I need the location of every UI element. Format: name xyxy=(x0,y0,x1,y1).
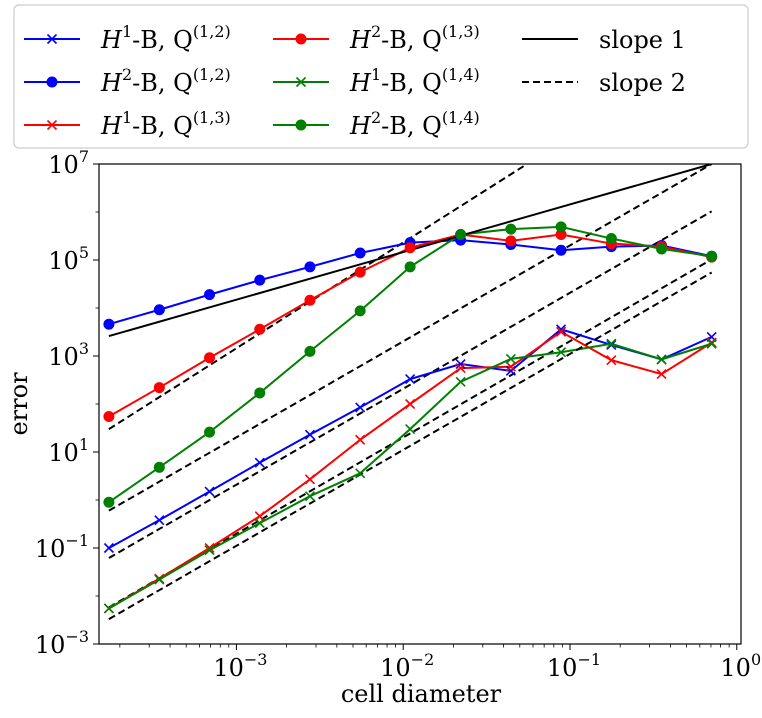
series-1-point-5 xyxy=(304,429,316,440)
series-6-point-13 xyxy=(706,250,718,262)
series-2-point-10 xyxy=(555,244,567,256)
series-1-point-1 xyxy=(103,542,114,554)
series-line-8 xyxy=(108,271,713,620)
series-5-point-3 xyxy=(204,545,215,556)
series-line-5 xyxy=(108,342,712,610)
series-3-point-5 xyxy=(304,474,316,485)
series-6-point-2 xyxy=(153,461,165,473)
series-3-point-12 xyxy=(656,369,667,380)
series-6-point-4 xyxy=(254,387,266,399)
series-4-point-4 xyxy=(254,323,266,335)
legend-label-3: H1-B, Q(1,3) xyxy=(100,108,231,140)
series-4-point-7 xyxy=(404,242,416,254)
y-tick-label-3: 101 xyxy=(48,435,89,467)
series-2-point-5 xyxy=(304,261,316,273)
x-tick-label-2: 10−2 xyxy=(380,650,434,682)
legend-label-4: H2-B, Q(1,3) xyxy=(349,22,480,54)
y-tick-label-4: 103 xyxy=(48,339,89,371)
axis-ticks: 10−3 10−2 10−1 100 10−3 10−1 101 103 105 107 xyxy=(35,147,761,682)
legend-label-8: slope 2 xyxy=(599,69,686,97)
series-1-point-9 xyxy=(505,365,516,376)
series-1-point-2 xyxy=(154,515,165,526)
series-5-point-1 xyxy=(103,603,114,614)
x-tick-label-4: 100 xyxy=(720,650,761,682)
series-lines xyxy=(108,164,713,620)
series-5-point-2 xyxy=(154,574,165,585)
y-tick-label-2: 10−1 xyxy=(35,531,89,563)
series-5-point-13 xyxy=(706,338,717,349)
series-6-point-6 xyxy=(354,305,366,317)
series-5-point-5 xyxy=(304,491,316,502)
series-6-point-5 xyxy=(304,345,316,357)
x-axis-label: cell diameter xyxy=(341,680,502,708)
y-tick-label-1: 10−3 xyxy=(35,627,89,659)
series-markers xyxy=(103,221,718,614)
series-5-point-10 xyxy=(555,347,567,358)
series-5-point-6 xyxy=(355,468,366,479)
series-3-point-6 xyxy=(355,434,366,445)
series-5-point-11 xyxy=(606,338,617,349)
series-6-point-8 xyxy=(455,228,467,240)
legend-marker-2 xyxy=(46,76,58,88)
series-5-point-12 xyxy=(656,354,667,365)
series-4-point-2 xyxy=(153,382,165,394)
series-4-point-6 xyxy=(354,266,366,278)
x-tick-label-1: 10−3 xyxy=(213,650,267,682)
series-3-point-7 xyxy=(405,398,416,410)
series-3-point-9 xyxy=(505,361,516,372)
series-6-point-11 xyxy=(605,233,617,245)
series-4-point-5 xyxy=(304,294,316,306)
series-1-point-11 xyxy=(606,339,617,351)
series-3-point-8 xyxy=(455,363,466,374)
series-1-point-7 xyxy=(405,374,416,385)
y-tick-label-6: 107 xyxy=(48,147,89,179)
series-6-point-1 xyxy=(103,496,115,508)
series-6-point-12 xyxy=(656,243,668,255)
series-3-point-10 xyxy=(555,326,567,337)
series-6-point-3 xyxy=(204,426,216,438)
series-1-point-8 xyxy=(455,358,466,370)
series-1-point-4 xyxy=(254,457,265,468)
legend-marker-3 xyxy=(46,119,58,131)
series-1-point-10 xyxy=(555,324,567,335)
series-4-point-9 xyxy=(505,235,517,247)
x-tick-label-3: 10−1 xyxy=(547,650,601,682)
series-2-point-4 xyxy=(254,274,266,286)
legend-label-7: slope 1 xyxy=(599,26,686,54)
plot-frame xyxy=(98,163,742,645)
series-3-point-11 xyxy=(606,355,617,366)
series-2-point-2 xyxy=(153,304,165,316)
y-axis-label: error xyxy=(5,372,33,436)
legend-marker-6 xyxy=(295,119,307,131)
series-5-point-7 xyxy=(405,424,416,435)
series-5-point-9 xyxy=(505,353,516,364)
series-5-point-4 xyxy=(254,518,265,529)
series-5-point-8 xyxy=(455,376,466,387)
series-2-point-6 xyxy=(354,247,366,259)
legend: H1-B, Q(1,2) H2-B, Q(1,2) H1-B, Q(1,3) H2-B… xyxy=(13,4,749,149)
series-2-point-1 xyxy=(103,318,115,330)
series-1-point-6 xyxy=(355,402,366,413)
reference-line-3 xyxy=(108,164,713,512)
legend-label-6: H2-B, Q(1,4) xyxy=(349,108,480,140)
legend-label-2: H2-B, Q(1,2) xyxy=(100,65,231,97)
series-6-point-10 xyxy=(555,221,567,233)
legend-marker-5 xyxy=(295,76,307,88)
series-6-point-9 xyxy=(505,223,517,235)
series-4-point-3 xyxy=(204,352,216,364)
y-tick-label-5: 105 xyxy=(48,243,89,275)
legend-label-1: H1-B, Q(1,2) xyxy=(100,22,231,54)
series-1-point-3 xyxy=(204,486,215,497)
series-6-point-7 xyxy=(404,261,416,273)
legend-label-5: H1-B, Q(1,4) xyxy=(349,65,480,97)
plot-area xyxy=(103,164,718,620)
reference-line-2 xyxy=(108,210,713,559)
legend-box xyxy=(13,4,749,149)
series-4-point-1 xyxy=(103,410,115,422)
series-3-point-3 xyxy=(204,542,215,554)
legend-marker-4 xyxy=(295,33,307,45)
legend-marker-1 xyxy=(46,33,58,45)
series-2-point-3 xyxy=(204,289,216,301)
